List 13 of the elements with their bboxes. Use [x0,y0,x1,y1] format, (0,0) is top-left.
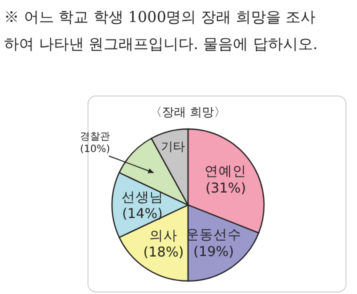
slice-label: 연예인 [204,164,247,180]
slice-label: 기타 [160,139,185,154]
data-label: (10%) [80,144,110,155]
slice-label: 경찰관 [80,131,110,142]
data-label: (18%) [143,244,184,261]
data-label: (31%) [205,180,246,197]
slice-label: 운동선수 [186,227,242,243]
slice-label: 의사 [150,228,178,244]
data-label: (14%) [122,206,163,222]
text: ※ 어느 학교 학생 1000명의 장래 희망을 조사하여 나타낸 원그래프입니다. 물음에 답하시오. [4,7,319,55]
chart-title: 〈장래 희망〉 [150,105,226,119]
slice-label: 선생님 [121,189,164,206]
data-label: (19%) [193,244,234,260]
